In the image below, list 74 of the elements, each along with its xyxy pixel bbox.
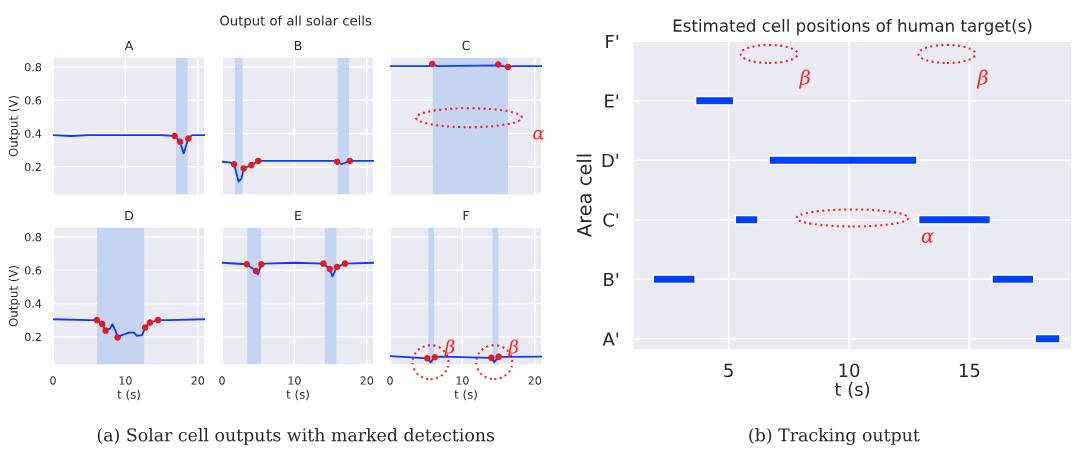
point xyxy=(326,265,334,273)
y-axis-title: Area cell xyxy=(576,154,592,238)
y-tick-label: 0.8 xyxy=(24,62,42,72)
x-tick-label: 0 xyxy=(387,376,393,385)
chart-title: F xyxy=(463,210,469,221)
point xyxy=(146,319,154,326)
x-tick-label: 10 xyxy=(839,363,860,378)
y-tick-label: F' xyxy=(606,34,619,49)
text: (a) Solar cell outputs with marked detections xyxy=(97,428,495,445)
point xyxy=(114,334,121,341)
x-axis-title: t (s) xyxy=(454,389,477,401)
annotation: β xyxy=(798,69,810,89)
point xyxy=(333,263,341,271)
x-tick-label: 20 xyxy=(528,376,542,385)
point xyxy=(102,327,109,334)
point xyxy=(248,161,255,169)
chart-title: B xyxy=(294,40,302,51)
point xyxy=(243,260,251,268)
x-tick-label: 10 xyxy=(119,376,132,385)
y-tick-label: E' xyxy=(605,94,619,108)
y-tick-label: 0.2 xyxy=(24,162,41,172)
y-tick-label: B' xyxy=(604,272,619,287)
text: (b) Tracking output xyxy=(749,428,920,446)
point xyxy=(93,316,101,324)
point xyxy=(141,324,149,331)
point xyxy=(252,267,260,275)
annotation: β xyxy=(976,69,988,89)
y-tick-label: 0.4 xyxy=(24,299,42,308)
chart-title: Estimated cell positions of human target(s) xyxy=(673,19,1032,36)
annotation: β xyxy=(444,339,455,358)
x-axis-title: t (s) xyxy=(834,382,870,399)
line-series xyxy=(53,134,205,155)
point xyxy=(341,260,349,267)
x-tick-label: 20 xyxy=(191,376,205,385)
point xyxy=(176,138,184,146)
chart-title: C xyxy=(462,40,470,51)
y-tick-label: 0.6 xyxy=(24,96,42,105)
x-tick-label: 10 xyxy=(288,376,301,385)
x-tick-label: 5 xyxy=(724,363,733,378)
x-tick-label: 15 xyxy=(959,363,980,378)
x-tick-label: 0 xyxy=(219,376,225,385)
y-tick-label: D' xyxy=(602,153,619,168)
chart-title: E xyxy=(295,210,302,221)
chart-title: A xyxy=(124,40,134,51)
annotation: β xyxy=(507,339,519,358)
y-axis-title: Output (V) xyxy=(8,95,21,157)
y-tick-label: 0.4 xyxy=(24,129,42,138)
point xyxy=(258,260,265,268)
y-tick-label: 0.2 xyxy=(24,332,41,342)
x-axis-title: t (s) xyxy=(117,389,140,401)
point xyxy=(230,160,238,168)
point xyxy=(154,316,162,324)
point xyxy=(98,320,106,328)
point xyxy=(254,157,262,165)
x-axis-title: t (s) xyxy=(286,389,309,401)
point xyxy=(333,158,341,165)
y-tick-label: 0.6 xyxy=(24,266,42,275)
point xyxy=(240,165,247,172)
annotation: α xyxy=(921,232,934,243)
y-tick-label: C' xyxy=(603,213,619,227)
line-series xyxy=(53,318,205,339)
x-tick-label: 20 xyxy=(360,376,374,385)
point xyxy=(346,157,354,165)
chart-title: D xyxy=(125,210,134,221)
y-tick-label: A' xyxy=(602,332,619,346)
text: Output of all solar cells xyxy=(220,15,372,29)
x-tick-label: 0 xyxy=(50,376,56,385)
point xyxy=(185,135,192,142)
y-axis-title: Output (V) xyxy=(8,265,21,327)
y-tick-label: 0.8 xyxy=(24,232,42,242)
point xyxy=(320,260,327,267)
annotation: α xyxy=(533,129,545,140)
x-tick-label: 10 xyxy=(456,376,469,385)
point xyxy=(171,132,178,140)
